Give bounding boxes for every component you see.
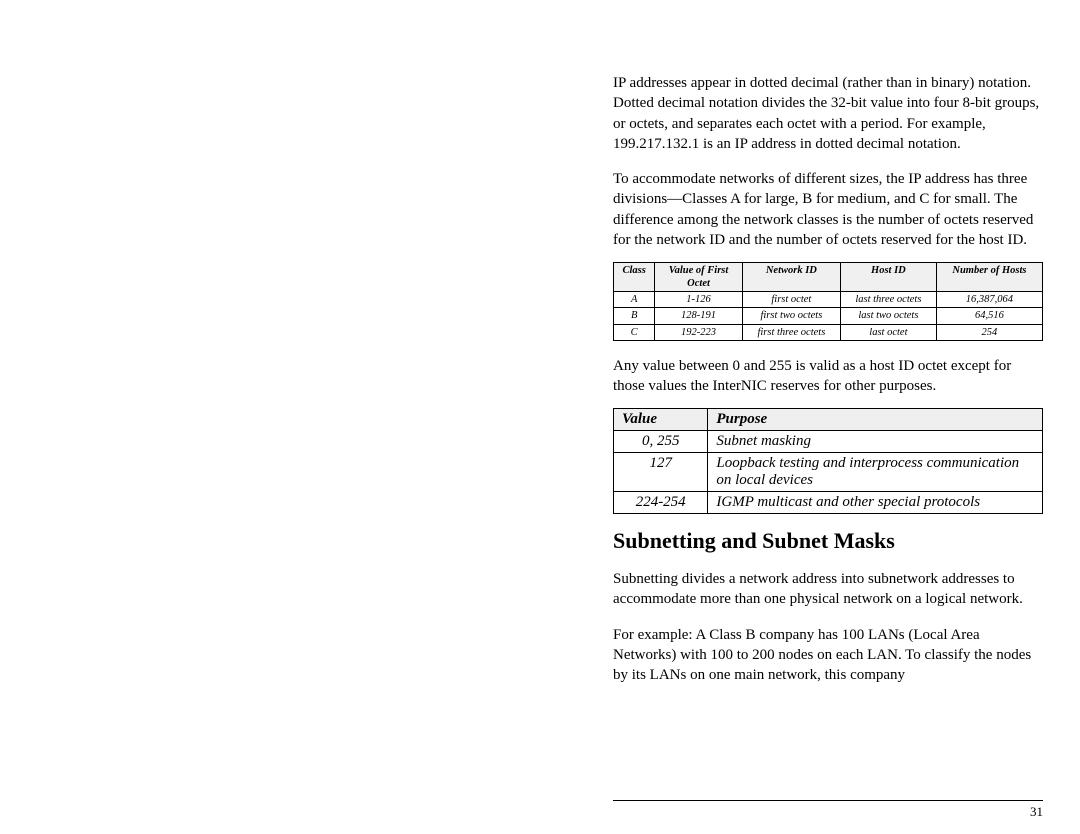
col-first-octet: Value of FirstOctet: [655, 263, 743, 292]
col-purpose: Purpose: [708, 409, 1043, 431]
page-number: 31: [1030, 804, 1043, 820]
paragraph-2: To accommodate networks of different siz…: [613, 169, 1043, 250]
paragraph-3: Any value between 0 and 255 is valid as …: [613, 356, 1043, 397]
table-row: C 192-223 first three octets last octet …: [614, 324, 1043, 340]
paragraph-5: For example: A Class B company has 100 L…: [613, 625, 1043, 686]
section-heading: Subnetting and Subnet Masks: [613, 528, 1043, 554]
table-row: 0, 255 Subnet masking: [614, 431, 1043, 453]
table-row: B 128-191 first two octets last two octe…: [614, 308, 1043, 324]
ip-class-table: Class Value of FirstOctet Network ID Hos…: [613, 262, 1043, 341]
table-header-row: Class Value of FirstOctet Network ID Hos…: [614, 263, 1043, 292]
reserved-values-table: Value Purpose 0, 255 Subnet masking 127 …: [613, 408, 1043, 514]
col-class: Class: [614, 263, 655, 292]
col-network-id: Network ID: [742, 263, 840, 292]
col-num-hosts: Number of Hosts: [936, 263, 1042, 292]
table-row: A 1-126 first octet last three octets 16…: [614, 292, 1043, 308]
col-host-id: Host ID: [840, 263, 936, 292]
footer-rule: [613, 800, 1043, 801]
table-row: 224-254 IGMP multicast and other special…: [614, 492, 1043, 514]
table-row: 127 Loopback testing and interprocess co…: [614, 453, 1043, 492]
col-value: Value: [614, 409, 708, 431]
paragraph-4: Subnetting divides a network address int…: [613, 569, 1043, 610]
paragraph-1: IP addresses appear in dotted decimal (r…: [613, 73, 1043, 154]
table-header-row: Value Purpose: [614, 409, 1043, 431]
page-content: IP addresses appear in dotted decimal (r…: [613, 58, 1043, 697]
